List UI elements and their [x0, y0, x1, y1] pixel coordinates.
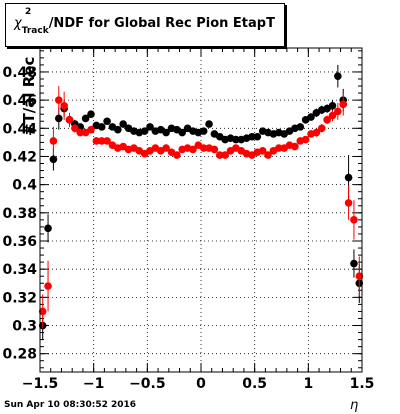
data-point-series-1	[87, 110, 95, 119]
title-rest: /NDF for Global Rec Pion EtapT	[48, 16, 275, 31]
data-point-series-2	[317, 124, 326, 133]
data-point-series-1	[114, 125, 122, 134]
data-point-series-2	[76, 128, 85, 137]
title-box: χ 2 Track/NDF for Global Rec Pion EtapT	[5, 3, 285, 47]
x-axis-ticks: −1.5 −1 −0.5 0 0.5 1 1.5	[22, 48, 375, 392]
data-point-series-2	[334, 107, 342, 116]
y-tick-label: 0.48	[2, 65, 37, 81]
x-tick-label: 1	[303, 376, 313, 392]
y-axis-title: #T/al Rec	[20, 56, 38, 136]
y-tick-label: 0.38	[2, 206, 37, 222]
data-point-series-1	[344, 173, 353, 182]
data-point-series-2	[355, 272, 364, 281]
data-point-series-1	[307, 113, 315, 121]
data-point-series-2	[199, 144, 208, 152]
data-point-series-2	[92, 137, 101, 145]
data-point-series-1	[119, 120, 127, 128]
data-point-series-1	[103, 117, 111, 126]
data-point-series-1	[178, 128, 187, 137]
grid-lines	[40, 48, 362, 372]
data-point-series-2	[291, 142, 299, 151]
data-point-series-1	[253, 132, 262, 141]
data-point-series-1	[54, 114, 63, 123]
data-point-series-2	[328, 111, 337, 120]
data-point-series-1	[350, 259, 358, 268]
data-point-series-2	[210, 145, 219, 154]
y-tick-label: 0.32	[2, 290, 37, 306]
data-markers	[38, 64, 364, 340]
y-axis-ticks: 0.28 0.3 0.32 0.34 0.36 0.38 0.4 0.42 0.44 0.46 0.…	[2, 50, 362, 369]
x-tick-label: 0.5	[242, 376, 267, 392]
data-point-series-2	[189, 145, 197, 154]
data-point-series-2	[173, 151, 181, 159]
data-point-series-2	[312, 128, 321, 137]
data-point-series-1	[162, 128, 170, 137]
data-point-series-2	[275, 144, 283, 152]
data-point-series-1	[328, 101, 337, 110]
x-tick-label: 0	[196, 376, 206, 392]
plot-frame	[39, 47, 363, 373]
data-point-series-1	[97, 123, 106, 131]
title-sup: 2	[25, 7, 32, 17]
data-point-series-1	[49, 155, 58, 164]
data-point-series-2	[87, 125, 95, 134]
data-point-series-2	[71, 124, 79, 133]
data-point-series-2	[97, 137, 106, 145]
x-axis-title: η	[350, 398, 359, 413]
data-point-series-2	[350, 216, 358, 224]
data-point-series-2	[301, 135, 310, 144]
data-point-series-2	[162, 144, 170, 152]
data-point-series-1	[199, 127, 208, 135]
data-point-series-1	[205, 120, 213, 128]
timestamp: Sun Apr 10 08:30:52 2016	[4, 400, 137, 410]
data-point-series-2	[54, 96, 63, 104]
data-point-series-1	[146, 123, 154, 131]
x-tick-label: 1.5	[350, 376, 375, 392]
x-tick-label: −1.5	[22, 376, 59, 392]
y-tick-label: 0.36	[2, 234, 37, 250]
x-tick-label: −1	[83, 376, 104, 392]
y-tick-label: 0.42	[2, 149, 37, 165]
data-point-series-2	[49, 137, 58, 145]
title-chi: χ	[14, 16, 22, 31]
y-tick-label: 0.4	[12, 178, 37, 194]
y-tick-label: 0.46	[2, 93, 37, 109]
data-point-series-1	[296, 123, 305, 131]
data-point-series-2	[38, 307, 47, 316]
data-point-series-2	[44, 282, 52, 290]
data-point-series-2	[339, 100, 348, 109]
data-point-series-2	[221, 151, 229, 159]
data-point-series-2	[60, 101, 68, 110]
data-point-series-1	[248, 132, 256, 141]
data-point-series-2	[344, 199, 353, 207]
data-point-series-1	[44, 224, 52, 233]
data-point-series-2	[215, 151, 224, 159]
data-point-series-1	[232, 135, 240, 144]
data-point-series-2	[65, 116, 74, 124]
data-point-series-1	[140, 127, 149, 135]
data-point-series-2	[103, 137, 111, 145]
data-point-series-1	[81, 114, 90, 123]
y-tick-label: 0.28	[2, 347, 37, 363]
data-point-series-1	[334, 72, 342, 80]
chart-title: χ 2 Track/NDF for Global Rec Pion EtapT	[14, 7, 275, 36]
data-point-series-2	[258, 147, 267, 155]
y-tick-label: 0.44	[2, 121, 37, 137]
title-sub: Track	[21, 26, 49, 36]
x-tick-label: −0.5	[129, 376, 166, 392]
y-tick-label: 0.34	[2, 262, 37, 278]
data-point-series-2	[264, 151, 272, 159]
data-point-series-2	[323, 116, 331, 124]
y-tick-label: 0.3	[12, 319, 37, 335]
